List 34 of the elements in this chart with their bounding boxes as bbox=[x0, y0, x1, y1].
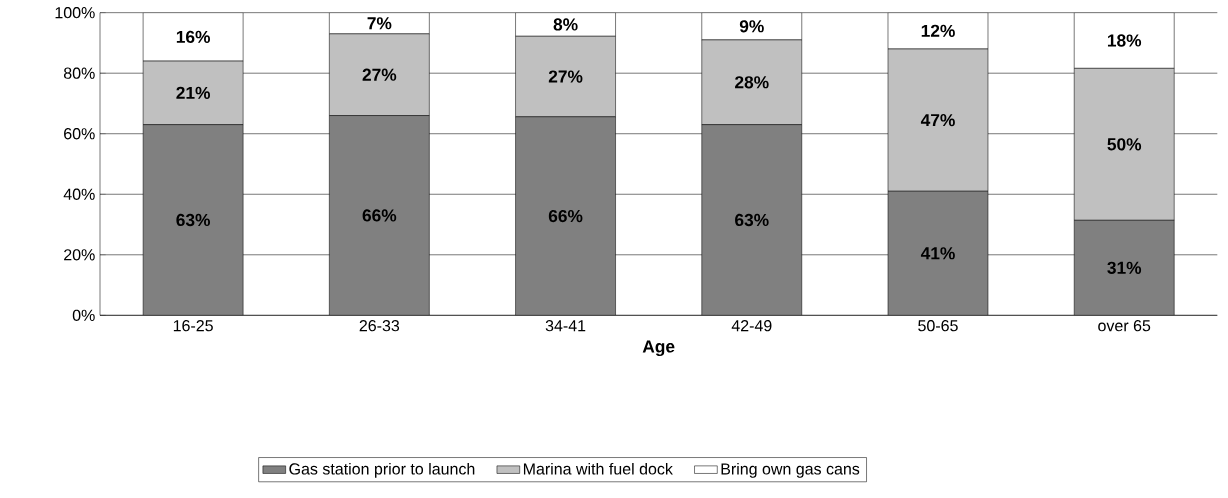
y-tick-label: 60% bbox=[64, 128, 95, 140]
x-tick-label: 34-41 bbox=[545, 320, 586, 332]
data-label: 27% bbox=[548, 70, 583, 83]
legend-label: Marina with fuel dock bbox=[523, 462, 673, 475]
data-label: 47% bbox=[920, 114, 955, 127]
data-label: 7% bbox=[367, 17, 392, 30]
data-label: 66% bbox=[362, 209, 397, 222]
x-tick-label: 26-33 bbox=[359, 320, 400, 332]
y-tick-label: 0% bbox=[72, 309, 95, 321]
data-label: 27% bbox=[362, 68, 397, 81]
legend-label: Bring own gas cans bbox=[721, 462, 860, 478]
data-label: 50% bbox=[1107, 138, 1142, 151]
data-label: 9% bbox=[739, 20, 764, 33]
data-label: 63% bbox=[735, 213, 769, 227]
y-tick-label: 80% bbox=[63, 67, 95, 79]
x-tick-label: 16-25 bbox=[173, 320, 213, 332]
data-label: 16% bbox=[176, 30, 210, 43]
data-label: 8% bbox=[553, 18, 578, 31]
data-label: 63% bbox=[176, 213, 210, 227]
x-tick-label: 42-49 bbox=[731, 320, 772, 332]
y-tick-label: 100% bbox=[55, 7, 95, 19]
data-label: 41% bbox=[920, 247, 955, 260]
data-label: 12% bbox=[921, 24, 955, 37]
data-label: 28% bbox=[735, 76, 769, 89]
y-tick-label: 40% bbox=[63, 188, 95, 200]
x-tick-label: 50-65 bbox=[918, 320, 958, 332]
data-label: 66% bbox=[548, 209, 583, 223]
data-label: 18% bbox=[1107, 34, 1142, 47]
data-label: 31% bbox=[1107, 261, 1142, 274]
data-label: 21% bbox=[176, 86, 210, 99]
y-tick-label: 20% bbox=[64, 249, 95, 261]
x-axis-title: Age bbox=[642, 340, 675, 357]
legend-label: Gas station prior to launch bbox=[289, 462, 475, 478]
x-tick-label: over 65 bbox=[1098, 320, 1151, 332]
